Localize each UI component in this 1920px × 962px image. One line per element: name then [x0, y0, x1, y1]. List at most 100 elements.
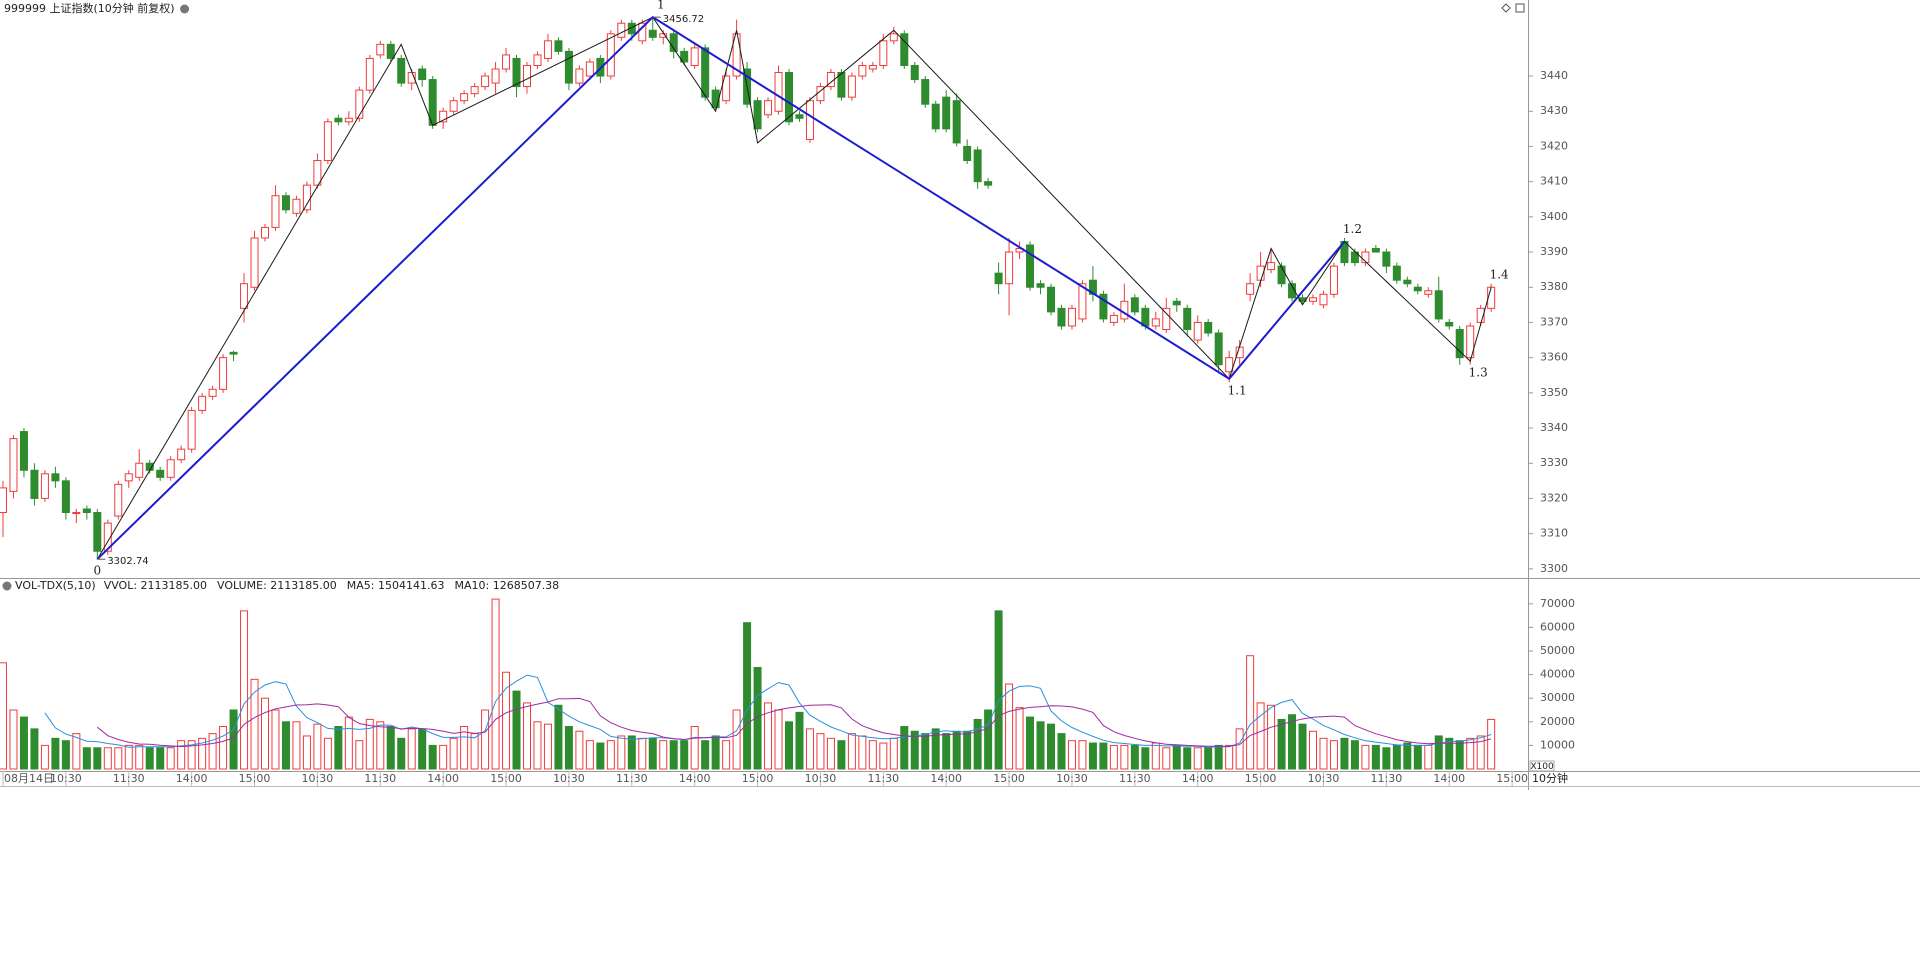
volume-bar: [114, 747, 123, 770]
candle-body: [1099, 293, 1108, 320]
candle-body: [984, 181, 993, 186]
y-tick-label: 3320: [1540, 491, 1568, 504]
x-tick-label: 14:00: [930, 772, 962, 785]
volume-bar: [1193, 747, 1202, 770]
volume-bar: [334, 726, 343, 770]
y-tick-label: 3430: [1540, 104, 1568, 117]
volume-bar: [261, 697, 269, 770]
candle-body: [261, 226, 269, 239]
volume-bar: [19, 716, 28, 770]
volume-bar: [1277, 718, 1286, 770]
volume-bar: [606, 740, 615, 770]
volume-bar: [564, 726, 573, 770]
candle-body: [952, 100, 961, 144]
volume-bar: [1466, 737, 1475, 770]
candle-body: [19, 431, 28, 471]
candle-body: [187, 409, 196, 450]
scale-box: [1529, 760, 1555, 772]
volume-bar: [984, 709, 993, 770]
volume-bar: [638, 737, 647, 770]
x-tick-label: 11:30: [867, 772, 899, 785]
volume-bar: [847, 733, 856, 770]
title-menu[interactable]: [180, 4, 190, 14]
candle-body: [250, 237, 259, 288]
volume-bar: [240, 610, 249, 770]
y-tick-label: 3410: [1540, 175, 1568, 188]
volume-bar: [921, 733, 930, 770]
candle-body: [9, 438, 18, 492]
volume-bar: [774, 709, 783, 770]
y-tick-label: 3350: [1540, 386, 1568, 399]
candle-body: [491, 68, 500, 84]
candle-body: [292, 198, 301, 214]
volume-bar: [0, 662, 7, 770]
y-tick-label: 3370: [1540, 315, 1568, 328]
candle-body: [449, 100, 458, 112]
volume-bar: [1036, 721, 1045, 770]
volume-bar: [1434, 735, 1443, 770]
candle-body: [1183, 307, 1192, 330]
candle-body: [1403, 279, 1412, 285]
diamond-icon[interactable]: [1501, 3, 1511, 13]
volume-bar: [554, 704, 563, 770]
volume-menu[interactable]: [2, 581, 12, 591]
volume-bar: [1309, 730, 1317, 770]
square-icon[interactable]: [1515, 3, 1525, 13]
volume-bar: [82, 747, 91, 770]
volume-bar: [229, 709, 238, 770]
candle-body: [40, 473, 49, 499]
candle-body: [722, 75, 731, 102]
candle-body: [889, 33, 898, 42]
candle-body: [973, 149, 982, 183]
candle-body: [61, 480, 70, 514]
volume-bar: [198, 737, 207, 770]
x-tick-label: 10:30: [50, 772, 82, 785]
candle-body: [701, 47, 710, 98]
volume-bar: [61, 740, 70, 770]
candle-body: [114, 483, 123, 517]
wave-label: 1.3: [1469, 366, 1488, 380]
candle-body: [648, 29, 657, 38]
volume-bar: [900, 726, 909, 770]
y-tick-label: 30000: [1540, 691, 1575, 704]
y-tick-label: 3420: [1540, 139, 1568, 152]
volume-bar: [627, 735, 636, 770]
y-tick-label: 10000: [1540, 738, 1575, 751]
volume-bar: [292, 721, 301, 770]
volume-bar: [722, 740, 731, 770]
volume-bar: [1235, 728, 1244, 770]
volume-bar: [617, 735, 626, 770]
candle-body: [847, 75, 856, 98]
volume-bar: [1361, 744, 1370, 770]
volume-bar: [1151, 742, 1160, 770]
volume-bar: [533, 721, 542, 770]
candle-body: [795, 114, 804, 119]
volume-bar: [585, 740, 594, 770]
candle-body: [690, 47, 699, 66]
candle-body: [103, 522, 112, 552]
volume-bar: [1371, 744, 1380, 770]
volume-bar: [543, 723, 552, 770]
volume-bar: [145, 747, 154, 770]
candle-body: [1329, 265, 1338, 295]
x-tick-label: 10:30: [1056, 772, 1088, 785]
candle-body: [355, 89, 364, 119]
y-tick-label: 50000: [1540, 644, 1575, 657]
volume-bar: [1015, 707, 1024, 770]
candle-body: [1109, 314, 1118, 323]
candle-body: [1445, 321, 1454, 327]
candle-body: [942, 96, 951, 130]
volume-bar: [1120, 744, 1129, 770]
volume-bar: [1413, 744, 1422, 770]
volume-bar: [973, 718, 982, 770]
y-tick-label: 40000: [1540, 668, 1575, 681]
candle-body: [156, 469, 165, 478]
candle-body: [1246, 283, 1255, 295]
volume-bar: [1267, 704, 1276, 770]
candle-body: [344, 117, 353, 123]
volume-bar: [219, 726, 228, 770]
volume-bar: [1067, 740, 1076, 770]
candle-body: [627, 22, 636, 35]
